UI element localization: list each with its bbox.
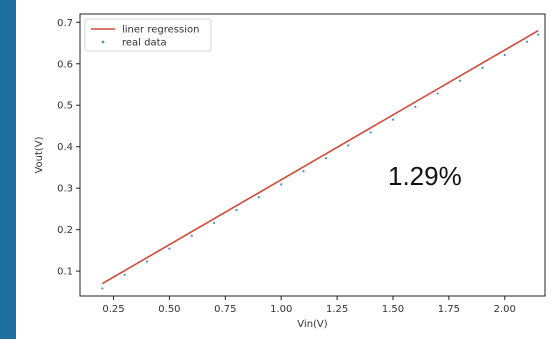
data-point (257, 196, 260, 199)
x-tick-label: 1.00 (270, 304, 292, 315)
error-annotation: 1.29% (388, 161, 462, 191)
data-point (324, 157, 328, 160)
y-tick-label: 0.1 (57, 267, 73, 278)
x-tick-label: 0.25 (102, 304, 124, 315)
x-tick-label: 2.00 (494, 304, 516, 315)
data-point (168, 247, 171, 250)
x-axis-label: Vin(V) (297, 319, 327, 330)
data-point (391, 118, 395, 121)
legend: liner regression real data (84, 18, 212, 52)
data-point (101, 287, 104, 290)
data-point (414, 105, 417, 108)
data-point (481, 66, 484, 69)
data-point (537, 33, 540, 36)
data-point (235, 208, 238, 212)
x-tick-label: 0.75 (214, 304, 236, 315)
data-point (503, 53, 506, 57)
data-point (302, 170, 305, 173)
y-tick-label: 0.4 (57, 142, 73, 153)
x-tick-label: 1.50 (382, 304, 404, 315)
legend-swatch-real-data (101, 40, 105, 44)
y-tick-label: 0.2 (57, 225, 73, 236)
legend-label-regression: liner regression (122, 25, 199, 36)
data-point (123, 273, 126, 276)
y-tick-label: 0.3 (57, 184, 73, 195)
y-tick-label: 0.5 (57, 101, 73, 112)
x-tick-label: 1.25 (326, 304, 348, 315)
plot-area (79, 13, 546, 297)
data-point (458, 79, 462, 82)
y-tick-label: 0.7 (57, 18, 73, 29)
y-axis-label: Vout(V) (34, 136, 45, 173)
data-point (369, 131, 372, 134)
data-point (280, 183, 283, 186)
series-layer (101, 29, 540, 290)
y-axis-ticks: 0.1 0.2 0.3 0.4 0.5 0.6 0.7 (57, 18, 80, 278)
legend-label-real-data: real data (122, 38, 167, 49)
y-tick-label: 0.6 (57, 59, 73, 70)
data-point (213, 221, 216, 225)
data-point (347, 144, 350, 147)
data-point (526, 40, 529, 43)
x-tick-label: 1.75 (438, 304, 460, 315)
regression-line (101, 29, 539, 285)
legend-box (84, 18, 212, 52)
x-axis-ticks: 0.25 0.50 0.75 1.00 1.25 1.50 1.75 2.00 (102, 296, 516, 315)
data-point (145, 260, 149, 263)
data-point (190, 234, 193, 237)
x-tick-label: 0.50 (158, 304, 180, 315)
data-point (436, 92, 439, 95)
